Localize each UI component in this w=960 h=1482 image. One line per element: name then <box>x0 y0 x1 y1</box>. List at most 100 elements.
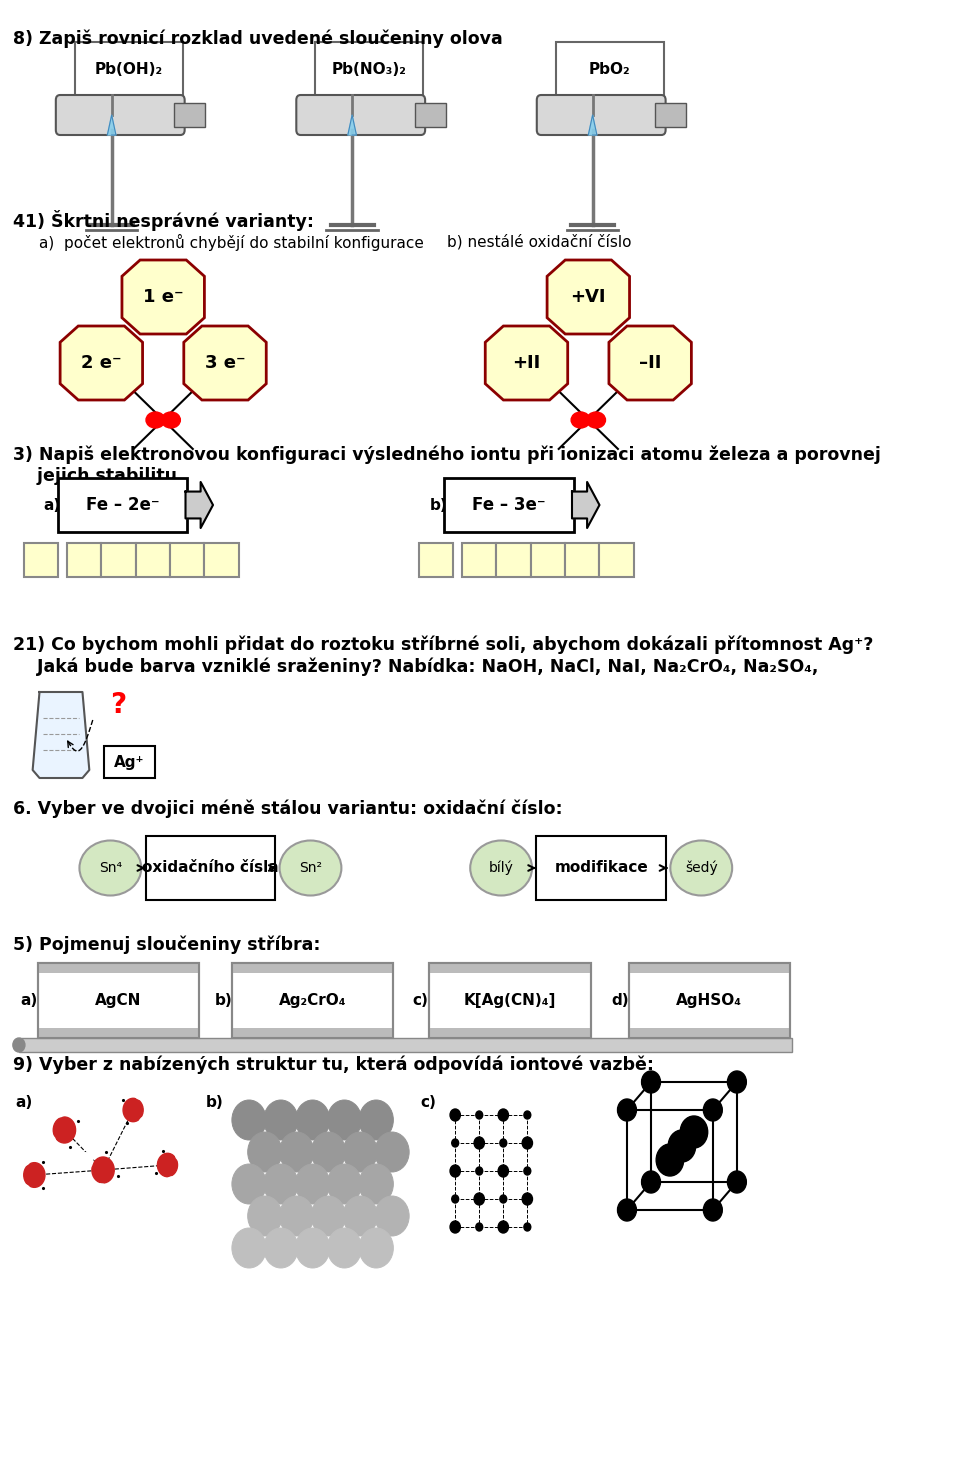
Circle shape <box>359 1100 394 1140</box>
Text: b): b) <box>429 498 447 513</box>
Text: 1 e⁻: 1 e⁻ <box>143 288 183 305</box>
Circle shape <box>24 1163 45 1187</box>
FancyBboxPatch shape <box>629 963 790 974</box>
Text: a): a) <box>43 498 60 513</box>
FancyBboxPatch shape <box>496 542 531 576</box>
Text: 8) Zapiš rovnicí rozklad uvedené sloučeniny olova: 8) Zapiš rovnicí rozklad uvedené sloučen… <box>12 30 503 47</box>
Text: PbO₂: PbO₂ <box>589 62 631 77</box>
FancyBboxPatch shape <box>537 95 665 135</box>
FancyBboxPatch shape <box>170 542 204 576</box>
FancyBboxPatch shape <box>146 836 276 900</box>
FancyBboxPatch shape <box>232 1029 394 1037</box>
Text: K[Ag(CN)₄]: K[Ag(CN)₄] <box>464 993 557 1008</box>
Text: +II: +II <box>513 354 540 372</box>
Circle shape <box>476 1223 483 1232</box>
FancyBboxPatch shape <box>656 104 686 127</box>
Circle shape <box>524 1166 531 1175</box>
Polygon shape <box>183 326 266 400</box>
Circle shape <box>123 1098 143 1122</box>
Polygon shape <box>122 259 204 333</box>
Circle shape <box>668 1129 696 1162</box>
Circle shape <box>232 1229 266 1269</box>
FancyBboxPatch shape <box>24 542 59 576</box>
Text: AgCN: AgCN <box>95 993 142 1008</box>
Text: d): d) <box>612 993 629 1008</box>
Circle shape <box>279 1196 314 1236</box>
Text: Pb(OH)₂: Pb(OH)₂ <box>95 62 163 77</box>
Circle shape <box>728 1071 746 1094</box>
FancyBboxPatch shape <box>556 41 664 98</box>
Circle shape <box>474 1193 485 1205</box>
Ellipse shape <box>146 412 165 428</box>
Circle shape <box>12 1037 25 1052</box>
FancyBboxPatch shape <box>232 963 394 1037</box>
Circle shape <box>79 1153 93 1169</box>
Text: 3 e⁻: 3 e⁻ <box>204 354 246 372</box>
Circle shape <box>522 1137 533 1149</box>
Text: Sn⁴: Sn⁴ <box>99 861 122 874</box>
Circle shape <box>17 1184 31 1200</box>
Text: 2 e⁻: 2 e⁻ <box>81 354 122 372</box>
Text: Pb(NO₃)₂: Pb(NO₃)₂ <box>332 62 407 77</box>
Ellipse shape <box>80 840 141 895</box>
FancyBboxPatch shape <box>102 542 135 576</box>
Circle shape <box>500 1140 507 1147</box>
Circle shape <box>474 1137 485 1149</box>
FancyBboxPatch shape <box>37 1029 200 1037</box>
FancyBboxPatch shape <box>67 542 102 576</box>
FancyBboxPatch shape <box>462 542 496 576</box>
Text: b): b) <box>215 993 232 1008</box>
Circle shape <box>343 1196 377 1236</box>
Circle shape <box>166 1177 178 1192</box>
Circle shape <box>17 1150 31 1165</box>
FancyBboxPatch shape <box>420 542 453 576</box>
Circle shape <box>450 1221 461 1233</box>
Text: 5) Pojmenuj sloučeniny stříbra:: 5) Pojmenuj sloučeniny stříbra: <box>12 935 321 953</box>
Polygon shape <box>185 482 213 528</box>
Circle shape <box>53 1117 76 1143</box>
Text: c): c) <box>420 1095 437 1110</box>
Circle shape <box>296 1100 330 1140</box>
Circle shape <box>94 1184 108 1200</box>
Circle shape <box>374 1132 409 1172</box>
Text: Sn²: Sn² <box>299 861 322 874</box>
Circle shape <box>232 1100 266 1140</box>
FancyBboxPatch shape <box>297 95 425 135</box>
Ellipse shape <box>161 412 180 428</box>
FancyBboxPatch shape <box>37 963 200 1037</box>
Circle shape <box>139 1117 152 1131</box>
Ellipse shape <box>470 840 532 895</box>
Circle shape <box>327 1163 362 1203</box>
Circle shape <box>641 1171 660 1193</box>
Circle shape <box>296 1229 330 1269</box>
Text: a)  počet elektronů chybějí do stabilní konfigurace: a) počet elektronů chybějí do stabilní k… <box>38 234 423 250</box>
Circle shape <box>524 1223 531 1232</box>
Text: –II: –II <box>639 354 661 372</box>
Circle shape <box>264 1229 298 1269</box>
Circle shape <box>498 1165 509 1177</box>
Circle shape <box>452 1140 459 1147</box>
Circle shape <box>92 1157 114 1183</box>
Circle shape <box>232 1163 266 1203</box>
Circle shape <box>728 1171 746 1193</box>
Text: Fe – 2e⁻: Fe – 2e⁻ <box>85 496 159 514</box>
Circle shape <box>641 1071 660 1094</box>
Text: b): b) <box>206 1095 224 1110</box>
Text: +VI: +VI <box>570 288 606 305</box>
Circle shape <box>176 1147 187 1160</box>
Text: oxidačního čísla: oxidačního čísla <box>142 861 278 876</box>
Text: AgHSO₄: AgHSO₄ <box>677 993 742 1008</box>
Circle shape <box>374 1196 409 1236</box>
Circle shape <box>681 1116 708 1149</box>
Circle shape <box>450 1165 461 1177</box>
FancyBboxPatch shape <box>204 542 239 576</box>
FancyBboxPatch shape <box>104 745 155 778</box>
Circle shape <box>248 1132 282 1172</box>
Circle shape <box>248 1196 282 1236</box>
FancyBboxPatch shape <box>415 104 445 127</box>
FancyBboxPatch shape <box>629 1029 790 1037</box>
Text: b) nestálé oxidační číslo: b) nestálé oxidační číslo <box>446 234 631 249</box>
Polygon shape <box>588 116 597 135</box>
Circle shape <box>134 1085 147 1100</box>
FancyBboxPatch shape <box>531 542 565 576</box>
